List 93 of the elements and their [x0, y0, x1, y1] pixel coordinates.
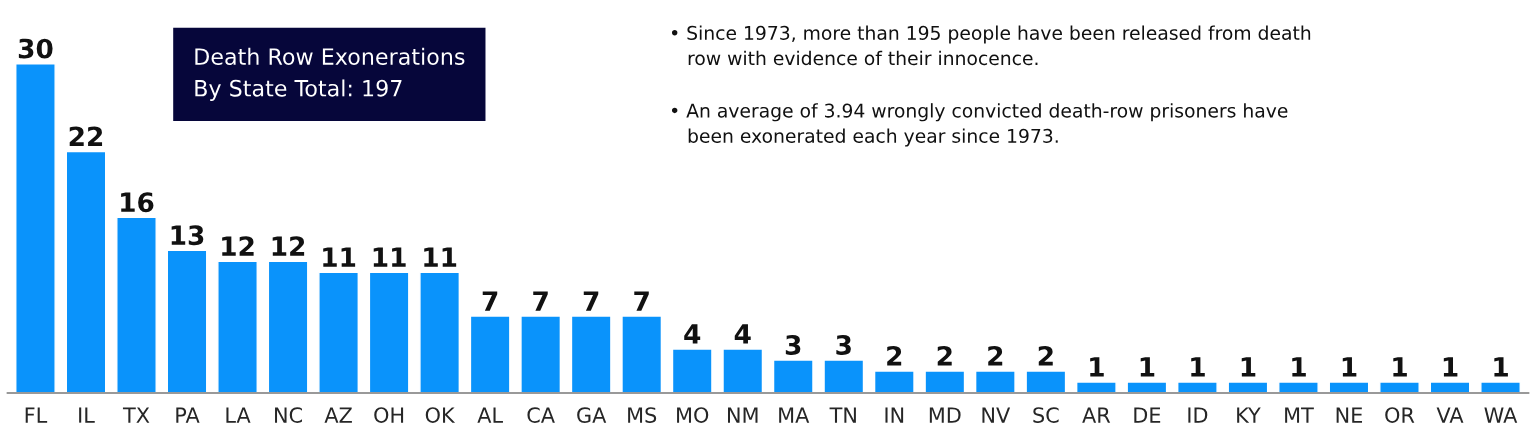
data-label: 2	[887, 345, 902, 366]
x-tick-label: OK	[425, 407, 456, 423]
bar	[1126, 381, 1168, 393]
bar	[368, 271, 410, 393]
x-tick-label: TN	[829, 407, 856, 423]
bar	[722, 348, 764, 393]
x-tick-label: PA	[176, 407, 200, 423]
data-label: 1	[1443, 357, 1458, 377]
x-tick-label: SC	[1033, 407, 1059, 423]
bar	[1025, 370, 1067, 393]
x-tick-label: AZ	[324, 407, 352, 423]
x-tick-label: TX	[122, 407, 150, 423]
data-label: 11	[323, 247, 356, 267]
x-tick-label: MA	[779, 407, 810, 423]
bar	[469, 315, 511, 393]
data-label: 3	[836, 334, 851, 355]
data-label: 1	[1393, 357, 1407, 377]
bar	[65, 150, 107, 393]
data-label: 22	[69, 126, 103, 147]
bar	[318, 271, 359, 393]
bar	[1379, 381, 1420, 393]
x-tick-label: NV	[982, 407, 1011, 423]
data-label: 11	[424, 247, 457, 267]
data-label: 7	[482, 291, 498, 311]
data-label: 7	[533, 291, 548, 311]
x-tick-label: MO	[677, 407, 709, 423]
chart-title: Death Row Exonerations By State Total: 197	[195, 47, 465, 101]
bar	[1429, 381, 1471, 393]
x-tick-label: FL	[25, 407, 48, 423]
bar	[419, 271, 461, 393]
data-label: 4	[734, 324, 751, 344]
data-label: 11	[373, 247, 406, 267]
x-tick-label: IL	[79, 407, 95, 423]
x-tick-label: MD	[929, 407, 961, 423]
x-tick-label: LA	[226, 407, 251, 423]
x-tick-label: MS	[628, 407, 657, 423]
x-tick-label: AR	[1082, 407, 1111, 423]
data-label: 16	[121, 192, 154, 213]
bar	[166, 249, 208, 393]
bar	[974, 370, 1016, 393]
bar	[823, 359, 865, 393]
data-label: 1	[1292, 357, 1306, 377]
data-label: 1	[1342, 357, 1357, 377]
data-label: 1	[1494, 357, 1508, 377]
data-label: 1	[1241, 357, 1256, 377]
x-tick-label: WA	[1484, 407, 1518, 423]
bar	[1227, 381, 1269, 393]
x-tick-label: ID	[1188, 407, 1208, 423]
bar	[520, 315, 562, 393]
bar	[1177, 381, 1218, 393]
bar	[1480, 381, 1521, 393]
data-label: 7	[634, 291, 649, 311]
bar	[671, 348, 713, 393]
bar	[873, 370, 915, 393]
bar	[267, 260, 309, 393]
bar	[217, 260, 258, 393]
x-tick-label: NC	[275, 407, 302, 423]
bar	[15, 63, 56, 393]
x-tick-label: OR	[1385, 407, 1415, 423]
x-tick-label: MT	[1285, 407, 1314, 423]
data-label: 12	[222, 236, 254, 256]
bar	[116, 216, 157, 393]
bar	[1328, 381, 1370, 393]
x-tick-label: NE	[1336, 407, 1363, 423]
data-label: 3	[785, 334, 801, 355]
annotation: • Since 1973, more than 195 people have been released from death row with evidence of their innocence.	[671, 25, 1311, 66]
x-tick-label: KY	[1237, 407, 1261, 423]
x-tick-label: GA	[577, 407, 607, 423]
data-label: 1	[1140, 357, 1155, 377]
data-label: 30	[18, 38, 53, 59]
data-label: 2	[988, 345, 1003, 366]
x-tick-label: VA	[1436, 407, 1464, 423]
x-tick-label: DE	[1134, 407, 1161, 423]
bar	[1075, 381, 1117, 393]
bar	[772, 359, 814, 393]
data-label: 4	[684, 324, 701, 344]
bar	[621, 315, 663, 393]
x-tick-label: AL	[477, 407, 503, 423]
x-tick-label: OH	[374, 407, 404, 423]
x-tick-label: IN	[885, 407, 904, 423]
bar	[924, 370, 966, 393]
x-tick-label: NM	[728, 407, 758, 423]
data-label: 1	[1090, 357, 1104, 377]
data-label: 7	[583, 291, 599, 311]
data-label: 2	[937, 345, 952, 366]
bar	[1278, 381, 1319, 393]
annotation: • An average of 3.94 wrongly convicted death-row prisoners have been exonerated each year since 1973.	[671, 103, 1288, 147]
x-tick-label: CA	[527, 407, 555, 423]
data-label: 1	[1191, 357, 1205, 377]
data-label: 13	[171, 225, 204, 246]
data-label: 2	[1038, 345, 1053, 366]
data-label: 12	[272, 236, 305, 256]
bar	[570, 315, 612, 393]
